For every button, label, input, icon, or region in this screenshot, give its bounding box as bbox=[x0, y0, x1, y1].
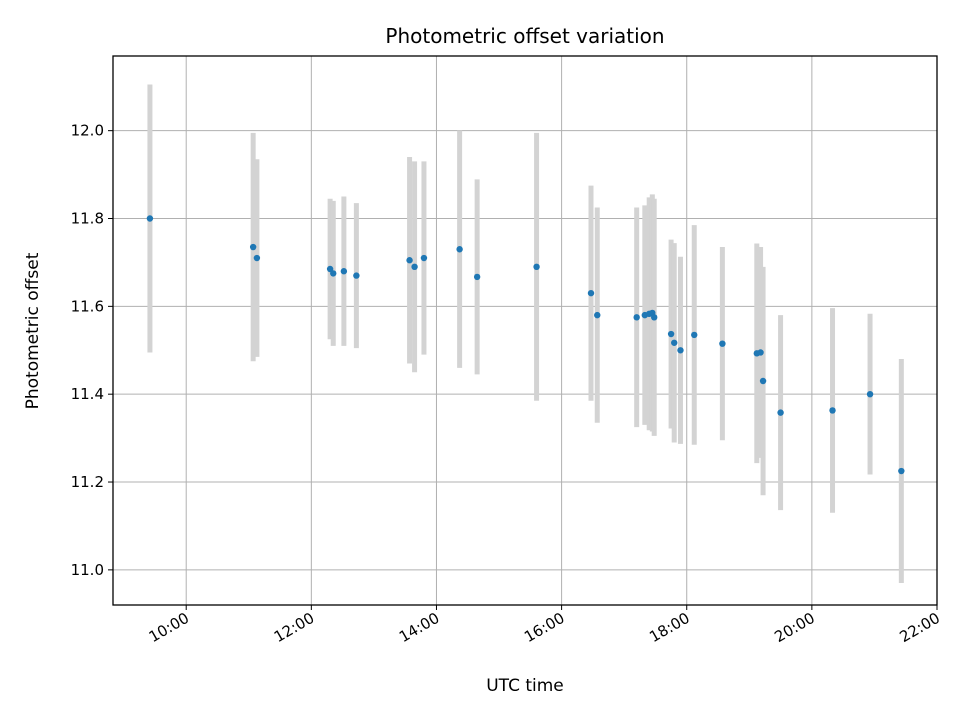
data-point bbox=[898, 467, 905, 475]
data-point bbox=[671, 339, 678, 346]
y-axis-ticks: 11.0 11.2 11.4 11.6 11.8 12.0 bbox=[71, 122, 113, 579]
data-point bbox=[677, 347, 684, 354]
data-point bbox=[411, 263, 418, 271]
data-point bbox=[473, 273, 481, 281]
data-point bbox=[757, 349, 764, 356]
y-tick-label: 12.0 bbox=[71, 122, 104, 140]
y-tick-label: 11.0 bbox=[71, 561, 104, 579]
y-tick-label: 11.8 bbox=[71, 210, 104, 228]
data-point bbox=[759, 377, 767, 385]
grid bbox=[113, 56, 938, 605]
y-axis-label: Photometric offset bbox=[23, 252, 43, 409]
data-point bbox=[146, 215, 154, 222]
data-point bbox=[587, 289, 595, 297]
data-point bbox=[253, 254, 261, 262]
data-point bbox=[420, 254, 428, 262]
data-points bbox=[146, 215, 905, 475]
data-point bbox=[633, 314, 640, 321]
data-point bbox=[340, 268, 348, 275]
data-point bbox=[866, 390, 874, 398]
plot-frame bbox=[112, 55, 938, 606]
chart-title: Photometric offset variation bbox=[385, 24, 664, 48]
data-point bbox=[249, 243, 257, 251]
data-point bbox=[406, 257, 413, 264]
data-point bbox=[353, 272, 360, 279]
y-tick-label: 11.2 bbox=[71, 473, 104, 491]
y-tick-label: 11.4 bbox=[71, 385, 104, 403]
data-point bbox=[330, 270, 337, 277]
data-point bbox=[691, 331, 698, 339]
x-axis-label: UTC time bbox=[486, 676, 564, 696]
data-point bbox=[777, 409, 784, 416]
data-point bbox=[719, 340, 726, 347]
data-point bbox=[456, 246, 463, 253]
data-point bbox=[533, 263, 540, 271]
data-point bbox=[594, 311, 601, 319]
data-point bbox=[650, 314, 658, 321]
y-tick-label: 11.6 bbox=[71, 297, 104, 315]
data-point bbox=[667, 330, 675, 338]
data-point bbox=[829, 407, 836, 414]
